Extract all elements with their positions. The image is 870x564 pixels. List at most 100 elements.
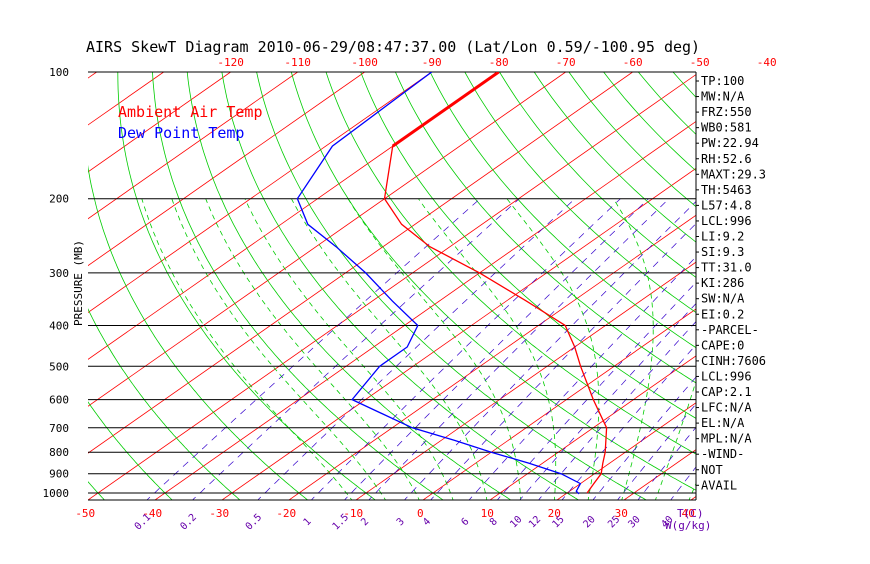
stability-index-entry: EL:N/A (701, 416, 745, 430)
mixing-ratio-tick-label: 20 (581, 514, 597, 530)
mixing-ratio-line (537, 199, 811, 502)
dry-adiabat-line (847, 72, 870, 502)
dry-adiabat-line (743, 72, 870, 502)
dry-adiabat-line (812, 72, 870, 502)
stability-index-entry: SW:N/A (701, 292, 745, 306)
top-temp-tick-label: -60 (623, 56, 643, 69)
dry-adiabat-line (500, 72, 870, 502)
stability-index-entry: LCL:996 (701, 369, 752, 383)
mixing-ratio-line (429, 199, 721, 502)
stability-index-entry: MW:N/A (701, 90, 745, 104)
top-temp-tick-label: -110 (284, 56, 311, 69)
mixing-ratio-line (669, 199, 870, 502)
mixing-ratio-tick-label: 8 (488, 516, 500, 528)
pressure-tick-label: 900 (49, 468, 69, 481)
moist-adiabat-line (172, 199, 387, 502)
mixing-ratio-tick-label: 10 (508, 514, 524, 530)
sounding-profiles (297, 72, 606, 494)
top-temp-tick-label: -50 (690, 56, 710, 69)
moist-adiabat-line (206, 199, 421, 502)
dry-adiabat-line (0, 72, 106, 502)
pressure-tick-label: 600 (49, 394, 69, 407)
mixing-ratio-tick-label: 4 (421, 516, 433, 528)
mixing-ratio-line (256, 199, 575, 502)
stability-index-entry: NOT (701, 463, 723, 477)
pressure-tick-label: 200 (49, 193, 69, 206)
stability-index-entry: MPL:N/A (701, 432, 752, 446)
top-temp-tick-label: -100 (351, 56, 378, 69)
top-temp-tick-label: -90 (422, 56, 442, 69)
stability-index-entry: LI:9.2 (701, 230, 744, 244)
stability-index-entry: L57:4.8 (701, 198, 752, 212)
moist-adiabat-line (348, 199, 521, 502)
mixing-ratio-tick-label: 12 (527, 514, 543, 530)
top-temp-tick-label: -70 (556, 56, 576, 69)
dry-adiabat-line (257, 72, 650, 502)
pressure-tick-label: 500 (49, 360, 69, 373)
mixing-ratio-tick-label: 0.5 (244, 512, 265, 533)
stability-index-entry: TH:5463 (701, 183, 752, 197)
stability-index-entry: RH:52.6 (701, 152, 752, 166)
chart-title: AIRS SkewT Diagram 2010-06-29/08:47:37.0… (86, 38, 700, 56)
top-temp-tick-label: -40 (757, 56, 777, 69)
isotherm-line (755, 72, 870, 502)
bottom-temp-tick-label: -20 (276, 507, 296, 520)
stability-index-entry: KI:286 (701, 276, 744, 290)
dry-adiabat-line (291, 72, 717, 502)
bottom-temp-tick-label: -30 (209, 507, 229, 520)
isotherm-line (0, 72, 30, 502)
isotherm-line (822, 72, 870, 502)
stability-index-entry: CAP:2.1 (701, 385, 752, 399)
mixing-ratio-line (636, 199, 870, 502)
pressure-tick-label: 800 (49, 446, 69, 459)
stability-index-entry: TT:31.0 (701, 261, 752, 275)
stability-index-entry: SI:9.3 (701, 245, 744, 259)
y-axis-label: PRESSURE (MB) (72, 240, 85, 326)
mixing-ratio-unit-label: W(g/kg) (665, 519, 711, 532)
mixing-ratio-tick-label: 0.2 (178, 512, 199, 533)
stability-index-entry: LFC:N/A (701, 401, 752, 415)
isotherm-line (18, 72, 632, 502)
moist-adiabat-line (245, 199, 454, 502)
pressure-tick-label: 300 (49, 267, 69, 280)
mixing-ratio-line (191, 199, 520, 502)
stability-index-entry: EI:0.2 (701, 307, 744, 321)
mixing-ratio-tick-label: 3 (395, 516, 407, 528)
stability-index-entry: PW:22.94 (701, 136, 759, 150)
stability-index-entry: LCL:996 (701, 214, 752, 228)
stability-index-entry: MAXT:29.3 (701, 167, 766, 181)
legend-dew-point-temp: Dew Point Temp (118, 124, 244, 142)
legend-ambient-air-temp: Ambient Air Temp (118, 103, 263, 121)
mixing-ratio-tick-label: 1 (302, 516, 314, 528)
isotherm-line (420, 72, 870, 502)
bottom-temp-tick-label: -50 (75, 507, 95, 520)
top-temp-tick-label: -120 (217, 56, 244, 69)
stability-index-entry: WB0:581 (701, 121, 752, 135)
mixing-ratio-line (145, 199, 480, 502)
dry-adiabat-line (0, 72, 38, 502)
dew-point-temp-line (297, 72, 580, 494)
mixing-ratio-line (343, 199, 649, 502)
stability-index-entry: FRZ:550 (701, 105, 752, 119)
stability-index-entry: -PARCEL- (701, 323, 759, 337)
stability-index-entry: CINH:7606 (701, 354, 766, 368)
stability-index-entry: TP:100 (701, 74, 744, 88)
pressure-tick-label: 100 (49, 66, 69, 79)
dry-adiabat-line (777, 72, 870, 502)
pressure-tick-label: 1000 (43, 487, 70, 500)
mixing-ratio-tick-label: 2 (359, 516, 371, 528)
moist-adiabat-line (418, 199, 555, 502)
stability-index-entry: -WIND- (701, 447, 744, 461)
pressure-tick-label: 400 (49, 319, 69, 332)
moist-adiabat-line (142, 199, 353, 502)
mixing-ratio-line (518, 199, 795, 502)
tropopause-temp-segment (393, 72, 499, 146)
mixing-ratio-tick-label: 6 (460, 516, 472, 528)
mixing-ratio-tick-label: 30 (626, 514, 642, 530)
pressure-tick-label: 700 (49, 422, 69, 435)
mixing-ratio-line (367, 199, 669, 502)
top-temp-tick-label: -80 (489, 56, 509, 69)
stability-index-entry: AVAIL (701, 478, 737, 492)
